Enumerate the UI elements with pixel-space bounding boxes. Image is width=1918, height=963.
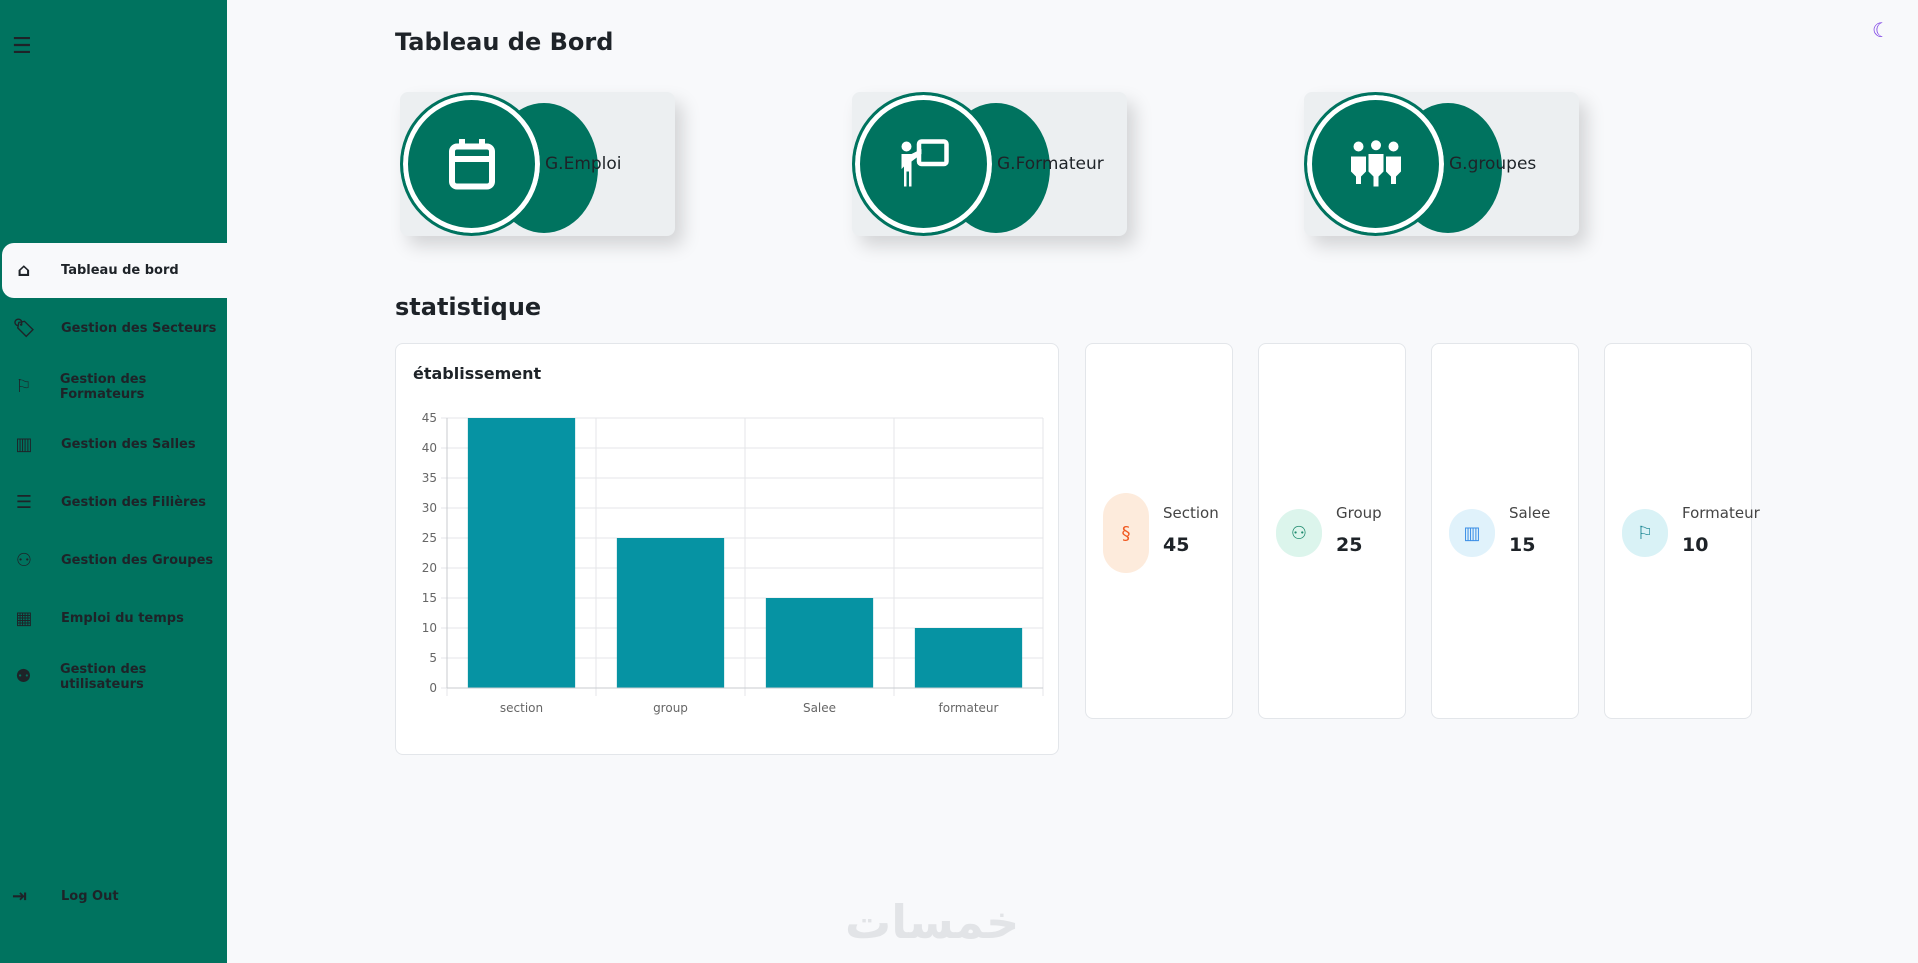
sidebar-item-teacher[interactable]: ⚐ Gestion des Formateurs	[2, 359, 227, 414]
people-group-icon: ⚇	[15, 550, 33, 571]
watermark-logo: خمسات	[845, 895, 1020, 949]
stat-label: Formateur	[1682, 504, 1760, 522]
logout-icon: ⇥	[12, 886, 28, 907]
teacher-icon: ⚐	[15, 376, 32, 397]
logout-label: Log Out	[61, 889, 119, 904]
y-tick-label: 25	[422, 531, 437, 545]
quick-card-label: G.Formateur	[997, 154, 1104, 174]
page-title: Tableau de Bord	[395, 28, 614, 56]
statistics-heading: statistique	[395, 293, 542, 321]
calendar-icon: ▦	[15, 608, 33, 629]
room-icon: ▥	[15, 434, 33, 455]
quick-card-g-formateur[interactable]: G.Formateur	[852, 92, 1127, 236]
stat-value: 25	[1336, 534, 1363, 556]
sidebar-item-label: Gestion des Salles	[61, 437, 196, 452]
sidebar-item-people-group[interactable]: ⚇ Gestion des Groupes	[2, 533, 227, 588]
room-icon: ▥	[1449, 509, 1495, 557]
stat-label: Salee	[1509, 504, 1551, 522]
users-icon: ⚉	[15, 666, 32, 687]
y-tick-label: 45	[422, 411, 437, 425]
logout-button[interactable]: ⇥ Log Out	[12, 886, 119, 907]
quick-card-g-emploi[interactable]: G.Emploi	[400, 92, 675, 236]
quick-card-g-groupes[interactable]: G.groupes	[1304, 92, 1579, 236]
bar-chart: 0 5 10 15 20 25 30 35 40 45 section group Salee forma…	[422, 411, 1044, 715]
stat-card-group: ⚇ Group 25	[1258, 343, 1406, 719]
calendar-icon	[400, 92, 543, 236]
sidebar-item-label: Emploi du temps	[61, 611, 184, 626]
sidebar-item-list-check[interactable]: ☰ Gestion des Filières	[2, 475, 227, 530]
sidebar-item-label: Gestion des Filières	[61, 495, 207, 510]
stat-value: 45	[1163, 534, 1190, 556]
x-tick-label: group	[653, 701, 688, 715]
sidebar: ☰ ⌂ Tableau de bord 🏷 Gestion des Secteurs ⚐…	[0, 0, 227, 963]
quick-card-label: G.Emploi	[545, 154, 622, 174]
y-tick-label: 40	[422, 441, 437, 455]
bar-group	[616, 538, 725, 688]
people-group-icon	[1304, 92, 1447, 236]
sidebar-item-label: Gestion des Groupes	[61, 553, 214, 568]
menu-toggle-icon[interactable]: ☰	[12, 34, 32, 59]
sidebar-item-calendar[interactable]: ▦ Emploi du temps	[2, 591, 227, 646]
bar-salee	[765, 598, 874, 688]
chart-title: établissement	[413, 364, 542, 383]
people-group-icon: ⚇	[1276, 509, 1322, 557]
stat-card-salee: ▥ Salee 15	[1431, 343, 1579, 719]
stat-value: 15	[1509, 534, 1536, 556]
dark-mode-toggle-icon[interactable]: ☾	[1872, 18, 1890, 42]
y-tick-label: 0	[429, 681, 437, 695]
sidebar-item-users[interactable]: ⚉ Gestion des utilisateurs	[2, 649, 227, 704]
sidebar-item-label: Gestion des Secteurs	[61, 321, 217, 336]
stat-label: Group	[1336, 504, 1382, 522]
teacher-icon	[852, 92, 995, 236]
y-tick-label: 15	[422, 591, 437, 605]
x-tick-label: Salee	[803, 701, 836, 715]
sidebar-item-label: Tableau de bord	[61, 263, 179, 278]
y-tick-label: 20	[422, 561, 437, 575]
stat-label: Section	[1163, 504, 1219, 522]
y-tick-label: 30	[422, 501, 437, 515]
sidebar-item-tag[interactable]: 🏷 Gestion des Secteurs	[2, 301, 227, 356]
teacher-icon: ⚐	[1622, 509, 1668, 557]
sidebar-item-room[interactable]: ▥ Gestion des Salles	[2, 417, 227, 472]
x-tick-label: section	[500, 701, 543, 715]
bar-section	[467, 418, 576, 688]
home-icon: ⌂	[17, 260, 31, 281]
x-tick-label: formateur	[939, 701, 999, 715]
chart-card: établissement 0 5 10 15 20 25 30 35 40 45 section g…	[395, 343, 1059, 755]
tag-icon: 🏷	[12, 318, 36, 339]
stat-card-formateur: ⚐ Formateur 10	[1604, 343, 1760, 719]
section-icon: §	[1103, 493, 1149, 573]
bar-formateur	[914, 628, 1023, 688]
y-tick-label: 10	[422, 621, 437, 635]
sidebar-item-label: Gestion des utilisateurs	[59, 661, 147, 692]
y-tick-label: 5	[429, 651, 437, 665]
stat-card-section: § Section 45	[1085, 343, 1233, 719]
sidebar-item-home[interactable]: ⌂ Tableau de bord	[2, 243, 227, 298]
stat-value: 10	[1682, 534, 1709, 556]
list-check-icon: ☰	[15, 492, 33, 513]
sidebar-item-label: Gestion des Formateurs	[59, 371, 147, 402]
y-tick-label: 35	[422, 471, 437, 485]
quick-card-label: G.groupes	[1449, 154, 1537, 174]
